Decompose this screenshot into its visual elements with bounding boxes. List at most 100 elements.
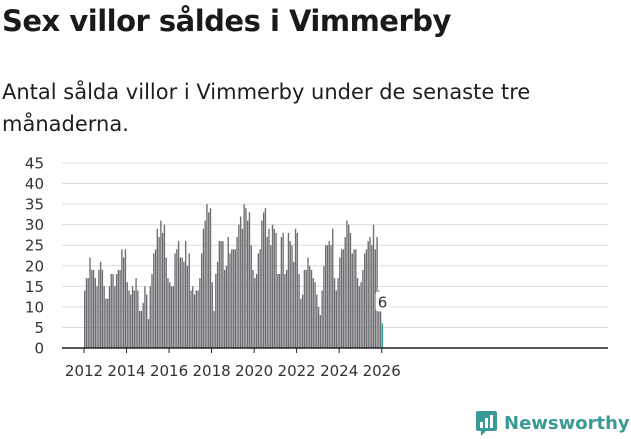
- bar: [348, 224, 350, 348]
- bar: [131, 286, 134, 348]
- bar: [317, 306, 320, 348]
- bar: [208, 212, 210, 348]
- bar: [186, 265, 189, 348]
- bar: [312, 278, 314, 348]
- bar: [291, 245, 293, 348]
- bar: [153, 253, 155, 348]
- bar: [107, 298, 109, 348]
- bar: [247, 220, 249, 348]
- bar: [333, 278, 336, 348]
- bar: [365, 249, 368, 348]
- bar: [305, 269, 307, 348]
- y-tick-label: 5: [34, 319, 44, 337]
- y-tick-label: 0: [34, 340, 44, 358]
- bar: [314, 282, 316, 348]
- y-tick-label: 35: [25, 196, 44, 214]
- bar: [346, 220, 348, 348]
- bar: [225, 265, 228, 348]
- bar: [278, 274, 281, 348]
- bar: [349, 232, 352, 348]
- bar: [363, 253, 366, 348]
- bar: [340, 249, 343, 348]
- bar: [236, 237, 238, 348]
- y-tick-label: 30: [25, 216, 44, 234]
- bar: [160, 220, 162, 348]
- bar: [241, 228, 244, 348]
- bar: [124, 249, 127, 348]
- bar: [369, 237, 371, 348]
- bar: [130, 294, 132, 348]
- bar: [268, 228, 270, 348]
- y-tick-label: 45: [25, 155, 44, 173]
- bar: [110, 274, 112, 348]
- bar: [371, 245, 373, 348]
- x-tick-label: 2016: [150, 362, 188, 380]
- bar: [188, 253, 190, 348]
- bar: [262, 212, 265, 348]
- bar: [234, 249, 236, 348]
- bar: [271, 224, 274, 348]
- bar: [337, 278, 339, 348]
- bar: [275, 232, 277, 348]
- bar: [280, 237, 283, 348]
- bar: [91, 269, 93, 348]
- bar: [172, 286, 174, 348]
- y-axis-ticks: 0 5 10 15 20 25 30 35 40 45: [25, 155, 44, 358]
- y-tick-label: 40: [25, 175, 44, 193]
- bar: [335, 290, 337, 348]
- bar: [154, 249, 157, 348]
- bar: [151, 274, 153, 348]
- bar: [239, 216, 242, 348]
- bar: [89, 257, 91, 348]
- bar: [264, 208, 267, 348]
- bar: [248, 212, 251, 348]
- newsworthy-logo[interactable]: Newsworthy: [476, 408, 630, 438]
- bar: [174, 253, 176, 348]
- bar: [286, 269, 288, 348]
- bar: [156, 228, 159, 348]
- bar: [316, 294, 318, 348]
- bar: [108, 286, 111, 348]
- bar: [261, 220, 263, 348]
- bar: [170, 286, 173, 348]
- bar: [332, 228, 334, 348]
- x-tick-label: 2024: [320, 362, 358, 380]
- bar: [176, 249, 178, 348]
- bar: [324, 245, 327, 348]
- bar: [229, 253, 231, 348]
- bar: [362, 269, 364, 348]
- bar: [223, 269, 226, 348]
- bar: [328, 241, 330, 348]
- bar: [231, 249, 233, 348]
- bar: [222, 241, 224, 348]
- bar: [126, 282, 128, 348]
- chart-subtitle: Antal sålda villor i Vimmerby under de s…: [2, 80, 531, 136]
- bar: [339, 257, 341, 348]
- bar: [358, 286, 361, 348]
- bar: [342, 249, 345, 348]
- bar: [199, 278, 201, 348]
- last-value-label: 6: [378, 293, 388, 311]
- x-tick-label: 2012: [65, 362, 103, 380]
- bar: [372, 224, 375, 348]
- bar: [259, 249, 261, 348]
- y-tick-label: 25: [25, 237, 44, 255]
- bar: [355, 249, 357, 348]
- bar: [84, 290, 86, 348]
- bar: [105, 298, 107, 348]
- bar: [266, 237, 268, 348]
- bar: [195, 290, 198, 348]
- bar: [211, 282, 213, 348]
- bar: [96, 286, 98, 348]
- bar: [197, 290, 199, 348]
- bar: [114, 286, 116, 348]
- bar: [167, 278, 169, 348]
- newsworthy-chart-icon: [476, 411, 497, 436]
- bar: [140, 311, 143, 348]
- bar: [142, 302, 144, 348]
- bar: [202, 228, 205, 348]
- bar: [238, 224, 240, 348]
- bar: [147, 319, 150, 348]
- x-tick-label: 2018: [192, 362, 230, 380]
- bar: [85, 278, 88, 348]
